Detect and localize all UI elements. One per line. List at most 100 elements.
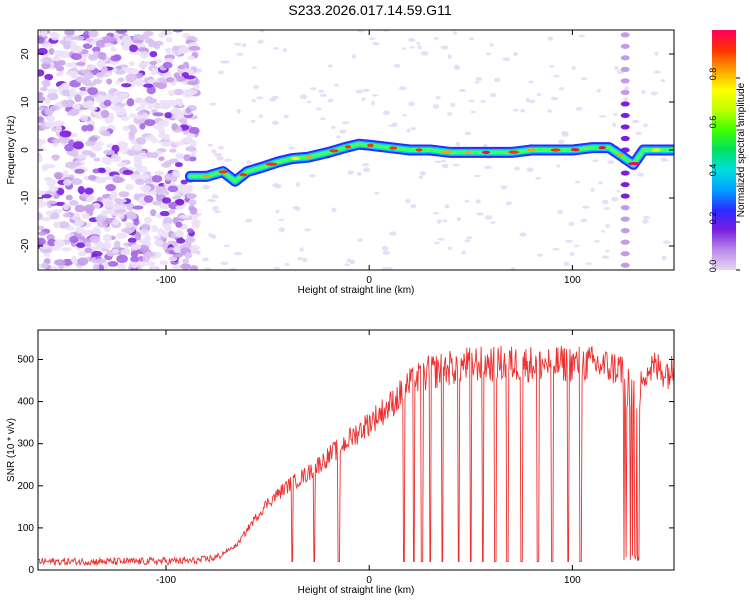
spectrogram-noise-cell xyxy=(53,171,64,179)
spectrogram-noise-cell xyxy=(73,104,81,110)
spectrogram-peak-cell xyxy=(526,148,537,152)
spectrogram-noise-cell xyxy=(490,221,496,225)
spectrogram-noise-cell xyxy=(381,267,388,270)
spectrogram-noise-cell xyxy=(441,163,449,169)
spectrogram-noise-cell xyxy=(62,170,69,177)
spectrogram-noise-cell xyxy=(149,50,158,58)
spectrogram-noise-cell xyxy=(357,30,365,33)
spectrogram-noise-cell xyxy=(474,80,480,84)
spectrogram-noise-cell xyxy=(144,119,156,127)
spectrogram-noise-cell xyxy=(61,258,74,266)
spectrogram-y-tick-label: -20 xyxy=(20,238,31,253)
spectrogram-noise-cell xyxy=(72,141,84,150)
spectrogram-noise-cell xyxy=(369,37,376,41)
spectrogram-noise-cell xyxy=(269,97,277,102)
spectrogram-noise-cell xyxy=(172,264,183,270)
spectrogram-noise-cell xyxy=(484,215,493,220)
spectrogram-noise-cell xyxy=(143,195,154,203)
snr-x-tick-label: 100 xyxy=(564,575,581,586)
spectrogram-x-tick-label: -100 xyxy=(156,275,176,286)
spectrogram-noise-cell xyxy=(436,219,442,224)
snr-x-tick-label: -100 xyxy=(156,575,176,586)
spectrogram-noise-cell xyxy=(92,263,100,270)
spectrogram-noise-cell xyxy=(257,39,264,44)
spectrogram-noise-cell xyxy=(114,209,127,214)
spectrogram-noise-cell xyxy=(41,62,51,70)
spectrogram-noise-cell xyxy=(186,193,197,199)
spectrogram-noise-cell xyxy=(334,83,339,87)
spectrogram-noise-cell xyxy=(183,136,193,143)
spectrogram-noise-cell xyxy=(108,36,118,43)
spectrogram-noise-cell xyxy=(444,204,450,209)
spectrogram-noise-cell xyxy=(81,149,93,156)
spectrogram-noise-cell xyxy=(171,123,178,131)
spectrogram-noise-cell xyxy=(65,62,74,68)
spectrogram-noise-cell xyxy=(138,228,150,236)
spectrogram-noise-cell xyxy=(97,51,105,60)
spectrogram-noise-cell xyxy=(434,160,442,163)
spectrogram-noise-cell xyxy=(370,100,376,106)
spectrogram-noise-cell xyxy=(41,216,52,222)
spectrogram-noise-cell xyxy=(49,265,58,270)
spectrogram-noise-cell xyxy=(101,156,113,164)
spectrogram-noise-cell xyxy=(579,34,586,38)
spectrogram-y-label: Frequency (Hz) xyxy=(6,116,17,185)
spectrogram-noise-cell xyxy=(91,145,103,152)
spectrogram-peak-cell xyxy=(202,174,211,178)
spectrogram-noise-cell xyxy=(603,207,611,210)
spectrogram-noise-cell xyxy=(168,209,176,215)
spectrogram-noise-cell xyxy=(38,138,44,144)
spectrogram-artifact-cell xyxy=(620,32,630,38)
spectrogram-noise-cell xyxy=(470,110,476,114)
spectrogram-noise-cell xyxy=(288,146,295,150)
spectrogram-noise-cell xyxy=(188,45,201,51)
snr-y-tick-label: 0 xyxy=(28,565,34,576)
spectrogram-noise-cell xyxy=(102,241,112,250)
spectrogram-noise-cell xyxy=(173,88,184,96)
spectrogram-noise-cell xyxy=(528,80,534,84)
spectrogram-noise-cell xyxy=(129,113,137,119)
spectrogram-artifact-cell xyxy=(620,89,630,95)
spectrogram-noise-cell xyxy=(206,199,215,202)
snr-plot-area xyxy=(38,345,674,567)
spectrogram-noise-cell xyxy=(70,132,78,138)
spectrogram-noise-cell xyxy=(456,217,461,222)
spectrogram-noise-cell xyxy=(52,120,65,127)
spectrogram-noise-cell xyxy=(45,210,53,216)
spectrogram-noise-cell xyxy=(164,112,172,119)
spectrogram-noise-cell xyxy=(72,35,85,41)
spectrogram-noise-cell xyxy=(53,259,66,266)
spectrogram-artifact-cell xyxy=(620,181,630,188)
spectrogram-noise-cell xyxy=(557,209,563,215)
spectrogram-noise-cell xyxy=(402,114,408,117)
spectrogram-artifact-cell xyxy=(620,66,630,72)
spectrogram-noise-cell xyxy=(309,174,316,178)
spectrogram-noise-cell xyxy=(82,229,94,236)
spectrogram-noise-cell xyxy=(175,98,183,104)
spectrogram-peak-cell xyxy=(651,148,661,152)
spectrogram-noise-cell xyxy=(122,169,134,175)
spectrogram-noise-cell xyxy=(631,119,640,124)
spectrogram-x-label: Height of straight line (km) xyxy=(298,285,415,296)
spectrogram-noise-cell xyxy=(132,39,144,44)
spectrogram-noise-cell xyxy=(513,51,518,57)
spectrogram-noise-cell xyxy=(128,44,138,53)
spectrogram-noise-cell xyxy=(163,133,171,141)
spectrogram-noise-cell xyxy=(371,93,379,97)
spectrogram-noise-cell xyxy=(87,87,99,95)
spectrogram-noise-cell xyxy=(146,151,154,159)
spectrogram-noise-cell xyxy=(192,84,200,90)
spectrogram-noise-cell xyxy=(210,149,217,154)
spectrogram-noise-cell xyxy=(341,121,350,125)
spectrogram-noise-cell xyxy=(389,231,397,236)
spectrogram-noise-cell xyxy=(150,104,161,109)
spectrogram-noise-cell xyxy=(393,63,401,68)
spectrogram-noise-cell xyxy=(47,88,58,94)
spectrogram-noise-cell xyxy=(642,216,651,219)
spectrogram-noise-cell xyxy=(95,39,107,48)
spectrogram-noise-cell xyxy=(635,131,642,136)
spectrogram-noise-cell xyxy=(176,238,186,244)
spectrogram-noise-cell xyxy=(96,60,106,68)
spectrogram-noise-cell xyxy=(304,228,312,232)
spectrogram-noise-cell xyxy=(85,241,92,248)
